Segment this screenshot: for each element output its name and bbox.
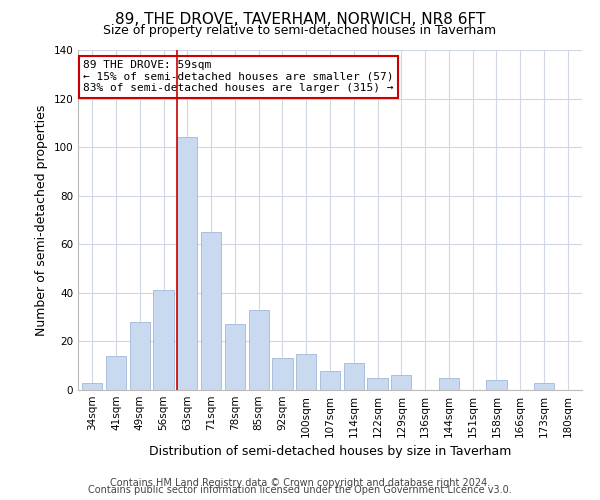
Bar: [177, 138, 197, 390]
Text: Size of property relative to semi-detached houses in Taverham: Size of property relative to semi-detach…: [103, 24, 497, 37]
Bar: [201, 232, 221, 390]
Bar: [534, 382, 554, 390]
Text: 89, THE DROVE, TAVERHAM, NORWICH, NR8 6FT: 89, THE DROVE, TAVERHAM, NORWICH, NR8 6F…: [115, 12, 485, 28]
Bar: [225, 324, 245, 390]
Bar: [391, 376, 412, 390]
Bar: [439, 378, 459, 390]
Bar: [272, 358, 293, 390]
Bar: [296, 354, 316, 390]
Bar: [82, 382, 103, 390]
Bar: [248, 310, 269, 390]
Bar: [487, 380, 506, 390]
Y-axis label: Number of semi-detached properties: Number of semi-detached properties: [35, 104, 48, 336]
Text: 89 THE DROVE: 59sqm
← 15% of semi-detached houses are smaller (57)
83% of semi-d: 89 THE DROVE: 59sqm ← 15% of semi-detach…: [83, 60, 394, 94]
Bar: [130, 322, 150, 390]
Bar: [367, 378, 388, 390]
Bar: [154, 290, 173, 390]
Bar: [106, 356, 126, 390]
Text: Contains public sector information licensed under the Open Government Licence v3: Contains public sector information licen…: [88, 485, 512, 495]
Bar: [320, 370, 340, 390]
X-axis label: Distribution of semi-detached houses by size in Taverham: Distribution of semi-detached houses by …: [149, 446, 511, 458]
Bar: [344, 364, 364, 390]
Text: Contains HM Land Registry data © Crown copyright and database right 2024.: Contains HM Land Registry data © Crown c…: [110, 478, 490, 488]
